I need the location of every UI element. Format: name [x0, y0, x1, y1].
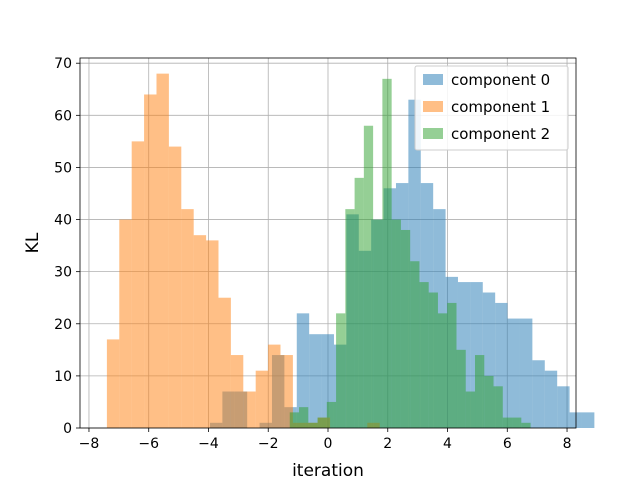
- bar: [465, 391, 476, 428]
- legend-box: [414, 65, 569, 151]
- bar: [119, 219, 132, 428]
- x-tick-label: −6: [138, 436, 159, 452]
- bar: [391, 219, 401, 428]
- bar: [268, 344, 281, 428]
- y-tick-label: 50: [54, 160, 72, 176]
- bar: [544, 370, 558, 428]
- bar: [168, 146, 182, 428]
- y-tick-label: 40: [54, 213, 72, 229]
- bar: [519, 318, 533, 428]
- bar: [181, 209, 194, 428]
- bar: [507, 318, 520, 428]
- y-axis-label: KL: [23, 232, 43, 253]
- bar: [557, 386, 570, 428]
- bar: [218, 297, 231, 428]
- bar: [419, 282, 429, 428]
- bar: [581, 412, 595, 428]
- y-tick-label: 10: [54, 369, 72, 385]
- bar: [309, 334, 322, 428]
- y-tick-label: 20: [54, 317, 72, 333]
- x-tick-label: 0: [324, 436, 333, 452]
- legend-swatch: [423, 128, 443, 139]
- bar: [144, 94, 157, 428]
- legend-entry-label: component 1: [451, 98, 550, 116]
- bar: [373, 219, 383, 428]
- bar: [193, 235, 207, 428]
- bar: [243, 391, 256, 428]
- x-tick-label: −4: [198, 436, 219, 452]
- bar: [336, 313, 346, 428]
- bar: [296, 313, 310, 428]
- bar: [512, 417, 522, 428]
- y-tick-label: 0: [63, 421, 72, 437]
- x-tick-label: 8: [563, 436, 572, 452]
- bar: [382, 78, 392, 429]
- bar: [363, 125, 374, 429]
- x-tick-label: 4: [443, 436, 452, 452]
- bar: [255, 370, 269, 428]
- series-1-bars: [106, 73, 380, 429]
- x-tick-label: −2: [258, 436, 279, 452]
- y-tick-label: 30: [54, 265, 72, 281]
- x-tick-label: 2: [383, 436, 392, 452]
- bar: [521, 422, 531, 428]
- bar: [131, 141, 145, 428]
- legend-swatch: [423, 74, 443, 85]
- legend-entry-label: component 2: [451, 125, 550, 143]
- bar: [326, 401, 337, 428]
- histogram-bars: [106, 73, 595, 429]
- bar: [156, 73, 169, 429]
- bar: [317, 417, 327, 428]
- bar: [475, 355, 485, 428]
- bar: [428, 292, 438, 428]
- bar: [493, 386, 503, 428]
- bar: [502, 417, 513, 428]
- bar: [447, 302, 457, 428]
- x-tick-label: −8: [79, 436, 100, 452]
- bar: [437, 313, 448, 428]
- x-tick-label: 6: [503, 436, 512, 452]
- bar: [400, 229, 411, 428]
- bar: [354, 177, 364, 428]
- y-tick-label: 70: [54, 56, 72, 72]
- bar: [345, 209, 355, 428]
- bar: [308, 422, 318, 428]
- bar: [206, 240, 219, 428]
- legend-entry-label: component 0: [451, 71, 550, 89]
- legend-swatch: [423, 101, 443, 112]
- x-axis-label: iteration: [292, 461, 364, 480]
- bar: [280, 355, 293, 428]
- legend: component 0 component 1 component 2: [414, 65, 569, 151]
- bar: [484, 375, 494, 428]
- bar: [532, 360, 545, 428]
- bar: [106, 339, 120, 428]
- bar: [410, 261, 420, 428]
- series-2-bars: [289, 78, 531, 429]
- bar: [456, 349, 466, 428]
- bar: [299, 407, 309, 428]
- bar: [289, 412, 300, 428]
- bar: [230, 355, 244, 428]
- y-tick-label: 60: [54, 108, 72, 124]
- axis-ticks: −8 −6 −4 −2 0 2 4 6 8 0 10 20 30 40 50 60 70: [54, 56, 571, 452]
